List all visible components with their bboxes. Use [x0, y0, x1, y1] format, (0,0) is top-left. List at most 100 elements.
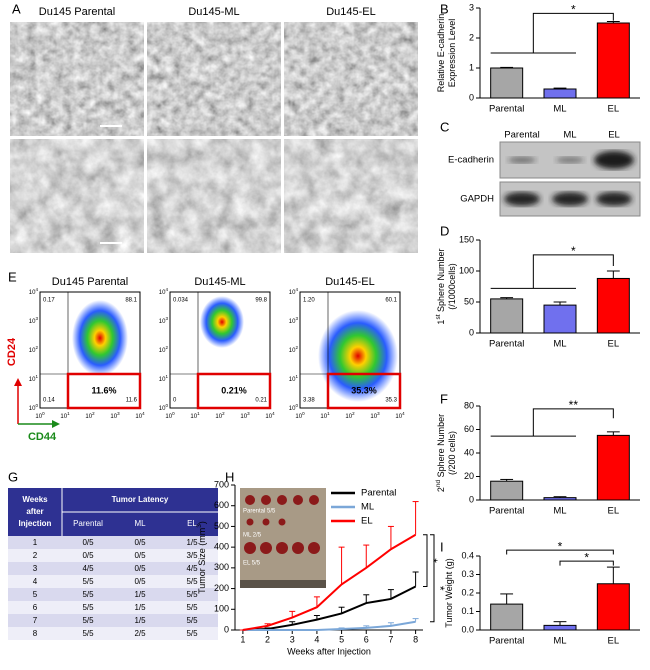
y-axis-label-part: Tumor Weight (g): [444, 558, 454, 628]
y-tick-label: 2: [469, 32, 474, 42]
table-row: [8, 536, 218, 549]
y-tick-label: 200: [214, 583, 229, 593]
gate-percent: 35.3%: [351, 385, 377, 395]
table-cell: 2/5: [134, 629, 146, 638]
table-cell: 3/5: [186, 551, 198, 560]
tick-exponent: 2: [222, 411, 225, 416]
gate-percent: 11.6%: [91, 385, 116, 395]
tick-exponent: 4: [142, 411, 145, 416]
y-tick-label: 80: [464, 400, 474, 410]
micrograph: [284, 139, 418, 253]
flow-x-tick-label: 102: [345, 411, 355, 420]
micrograph-title: Du145-ML: [188, 6, 239, 18]
y-tick-label: 1: [469, 62, 474, 72]
tick-base: 10: [85, 414, 92, 420]
flow-title: Du145-ML: [194, 276, 245, 288]
table-header-text: after: [26, 507, 43, 516]
y-axis-label-part: Relative E-cadherin: [436, 14, 446, 93]
table-cell: 5: [33, 590, 38, 599]
y-tick-label: 300: [214, 562, 229, 572]
table-cell: 8: [33, 629, 38, 638]
inset-tumor: [260, 542, 272, 554]
bracket: [559, 560, 614, 566]
y-tick-label: 0: [224, 624, 229, 634]
table-cell: 5/5: [82, 577, 94, 586]
table-column-header: EL: [187, 519, 197, 528]
micrograph: [10, 22, 144, 136]
table-cell: 0/5: [82, 538, 94, 547]
inset-label: ML 2/5: [243, 533, 262, 539]
flow-x-tick-label: 101: [60, 411, 70, 420]
inset-tumor: [293, 495, 303, 505]
y-axis-label-part: nd: [435, 480, 442, 488]
tick-base: 10: [289, 377, 296, 383]
tick-base: 10: [370, 414, 377, 420]
bracket: [423, 534, 428, 587]
y-axis-label: (/200 cells): [447, 431, 457, 475]
table-cell: 5/5: [186, 629, 198, 638]
significance: *: [584, 550, 589, 564]
y-axis-label: 2nd Sphere Number: [435, 414, 446, 492]
inset-ruler: [240, 580, 326, 588]
significance: **: [569, 398, 579, 412]
micrograph: [147, 22, 281, 136]
tick-base: 10: [215, 414, 222, 420]
tick-base: 10: [60, 414, 67, 420]
gate-box: [66, 372, 142, 410]
tick-base: 10: [159, 377, 166, 383]
y-axis-label-part: Tumor Size (mm: [197, 528, 207, 594]
tick-base: 10: [29, 406, 36, 412]
flow-y-tick-label: 104: [29, 287, 39, 296]
panel-label: F: [440, 391, 448, 406]
table-row: [8, 562, 218, 575]
tick-base: 10: [289, 290, 296, 296]
gate-box: [196, 372, 272, 410]
y-axis-label-part: (/1000cells): [447, 263, 457, 310]
tick-exponent: 3: [165, 316, 168, 321]
x-tick-label: 4: [314, 634, 319, 644]
inset-label: EL 5/5: [243, 561, 261, 567]
x-tick-label: 6: [364, 634, 369, 644]
table-row: [8, 627, 218, 640]
tick-exponent: 4: [272, 411, 275, 416]
bar: [596, 277, 630, 334]
tick-exponent: 0: [172, 411, 175, 416]
y-axis-label-part: Sphere Number: [436, 248, 446, 314]
flow-x-tick-label: 100: [35, 411, 45, 420]
flow-x-tick-label: 100: [295, 411, 305, 420]
tick-exponent: 3: [35, 316, 38, 321]
flow-x-label: CD44: [28, 431, 57, 443]
micrograph: [147, 139, 281, 253]
y-tick-label: 100: [214, 604, 229, 614]
y-axis-label-part: 1: [436, 320, 446, 325]
tick-base: 10: [135, 414, 142, 420]
x-axis-label: Weeks after Injection: [287, 646, 371, 656]
quadrant-value: 1.20: [303, 298, 315, 304]
y-tick-label: 700: [214, 479, 229, 489]
flow-y-label: CD24: [6, 337, 18, 366]
table-cell: 5/5: [82, 603, 94, 612]
y-tick-label: 100: [459, 265, 474, 275]
x-tick-label: EL: [608, 506, 620, 517]
blot-band: [508, 157, 536, 163]
x-tick-label: 5: [339, 634, 344, 644]
y-axis-label-part: (/200 cells): [447, 431, 457, 475]
legend-label: Parental: [361, 488, 396, 499]
flow-y-tick-label: 102: [159, 345, 169, 354]
blot-lane-label: ML: [563, 130, 576, 141]
panel-label: I: [440, 539, 444, 554]
table-cell: 1: [33, 538, 38, 547]
significance: *: [571, 3, 576, 17]
tick-base: 10: [240, 414, 247, 420]
flow-density: [200, 296, 244, 348]
x-tick-label: Parental: [489, 104, 524, 115]
bracket: [506, 549, 614, 555]
bar: [596, 434, 630, 501]
significance: *: [571, 244, 576, 258]
table-cell: 5/5: [186, 616, 198, 625]
tick-exponent: 2: [295, 345, 298, 350]
y-tick-label: 0.0: [461, 624, 474, 634]
flow-x-tick-label: 103: [240, 411, 250, 420]
bar: [596, 22, 630, 99]
